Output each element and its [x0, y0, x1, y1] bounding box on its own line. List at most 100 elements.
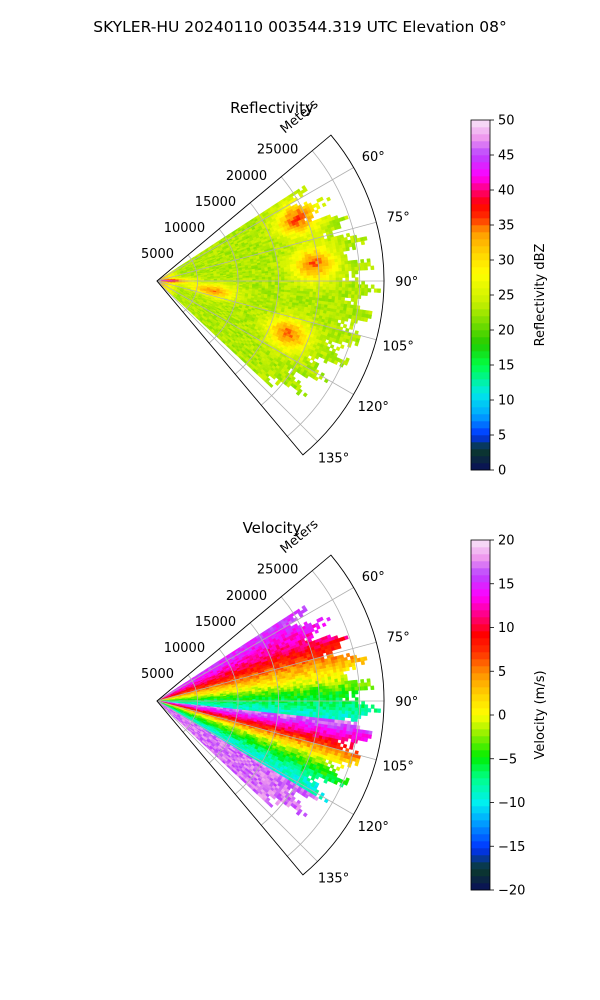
reflectivity-colorbar-segment — [471, 281, 490, 289]
reflectivity-data-cell — [366, 258, 371, 263]
reflectivity-data-cell — [344, 290, 349, 295]
reflectivity-data-cell — [268, 274, 272, 278]
reflectivity-data-cell — [332, 283, 337, 288]
reflectivity-data-cell — [309, 291, 314, 295]
reflectivity-data-cell — [297, 275, 301, 279]
reflectivity-data-cell — [334, 264, 339, 269]
reflectivity-data-cell — [364, 284, 369, 289]
reflectivity-data-cell — [306, 285, 311, 290]
reflectivity-data-cell — [328, 286, 333, 291]
reflectivity-data-cell — [322, 265, 327, 270]
reflectivity-colorbar-segment — [471, 302, 490, 310]
reflectivity-data-cell — [332, 277, 337, 282]
reflectivity-data-cell — [351, 245, 357, 251]
reflectivity-data-cell — [351, 284, 356, 289]
reflectivity-data-cell — [325, 265, 330, 270]
reflectivity-data-cell — [331, 293, 336, 297]
velocity-panel: Velocity60°75°90°105°120°135°50001000015… — [141, 517, 548, 899]
reflectivity-data-cell — [338, 339, 343, 345]
reflectivity-data-cell — [350, 263, 355, 268]
reflectivity-title: Reflectivity — [230, 99, 314, 117]
reflectivity-data-cell — [328, 262, 333, 267]
reflectivity-data-cell — [322, 271, 327, 276]
reflectivity-data-cell — [319, 272, 324, 276]
reflectivity-data-cell — [344, 317, 349, 322]
reflectivity-data-cell — [337, 258, 342, 263]
reflectivity-data-cell — [354, 263, 359, 268]
reflectivity-azimuth-tick-label: 120° — [358, 400, 389, 415]
reflectivity-azimuth-tick-label: 90° — [395, 275, 418, 290]
reflectivity-data-cell — [284, 285, 288, 289]
reflectivity-data-cell — [344, 287, 349, 292]
reflectivity-data-cell — [354, 291, 359, 296]
reflectivity-data-cell — [264, 276, 269, 280]
reflectivity-data-cell — [370, 284, 375, 289]
reflectivity-data-cell — [335, 283, 340, 288]
reflectivity-data-cell — [287, 271, 292, 275]
reflectivity-data-cell — [331, 262, 336, 266]
reflectivity-data-cell — [310, 280, 314, 284]
reflectivity-colorbar-segment — [471, 456, 490, 464]
reflectivity-data-cell — [296, 288, 301, 292]
reflectivity-data-cell — [309, 283, 314, 287]
reflectivity-data-cell — [325, 268, 330, 273]
reflectivity-data-cell — [322, 268, 327, 273]
reflectivity-data-cell — [245, 277, 250, 280]
reflectivity-data-cell — [329, 344, 335, 349]
reflectivity-data-cell — [319, 289, 324, 293]
reflectivity-data-cell — [293, 283, 298, 287]
reflectivity-range-tick-label: 5000 — [141, 247, 174, 262]
reflectivity-data-cell — [303, 270, 308, 274]
reflectivity-data-cell — [331, 268, 336, 273]
reflectivity-colorbar-segment — [471, 155, 490, 163]
reflectivity-data-cell — [290, 283, 295, 287]
reflectivity-data-cell — [347, 263, 352, 268]
reflectivity-colorbar-segment — [471, 288, 490, 296]
reflectivity-data-cell — [354, 341, 359, 347]
reflectivity-data-cell — [271, 276, 276, 280]
reflectivity-data-cell — [340, 257, 345, 262]
reflectivity-data-cell — [255, 277, 260, 280]
reflectivity-colorbar-segment — [471, 344, 490, 352]
reflectivity-data-cell — [325, 280, 330, 285]
reflectivity-data-cell — [313, 280, 317, 285]
reflectivity-data-cell — [306, 283, 311, 287]
reflectivity-data-cell — [271, 282, 276, 286]
reflectivity-data-cell — [265, 284, 269, 288]
reflectivity-data-cell — [344, 293, 349, 298]
reflectivity-colorbar-tick-label: 20 — [498, 324, 515, 339]
reflectivity-data-cell — [306, 278, 311, 282]
reflectivity-data-cell — [354, 270, 359, 275]
reflectivity-data-cell — [332, 286, 337, 291]
reflectivity-data-cell — [306, 272, 311, 277]
reflectivity-data-cell — [309, 272, 314, 276]
reflectivity-data-cell — [354, 294, 359, 299]
reflectivity-colorbar-segment — [471, 253, 490, 261]
reflectivity-data-cell — [321, 263, 326, 267]
reflectivity-data-cell — [339, 344, 345, 350]
reflectivity-data-cell — [335, 277, 340, 282]
figure-title: SKYLER-HU 20240110 003544.319 UTC Elevat… — [93, 18, 507, 36]
reflectivity-data-cell — [284, 276, 288, 280]
reflectivity-data-cell — [290, 271, 295, 275]
reflectivity-data-cell — [318, 292, 323, 296]
reflectivity-data-cell — [348, 280, 353, 285]
reflectivity-data-cell — [331, 265, 336, 269]
reflectivity-data-cell — [335, 271, 340, 276]
reflectivity-data-cell — [373, 288, 378, 293]
velocity-data-field — [158, 605, 381, 818]
reflectivity-data-cell — [274, 284, 279, 288]
reflectivity-data-cell — [264, 272, 269, 276]
reflectivity-data-cell — [283, 271, 288, 275]
reflectivity-data-cell — [351, 266, 356, 272]
reflectivity-colorbar-segment — [471, 365, 490, 373]
reflectivity-data-cell — [354, 277, 359, 282]
reflectivity-data-cell — [312, 269, 317, 274]
reflectivity-data-cell — [334, 261, 339, 266]
reflectivity-data-cell — [351, 287, 356, 292]
reflectivity-colorbar-segment — [471, 400, 490, 408]
reflectivity-data-cell — [322, 292, 327, 297]
reflectivity-data-cell — [334, 296, 339, 301]
reflectivity-data-cell — [342, 323, 348, 329]
